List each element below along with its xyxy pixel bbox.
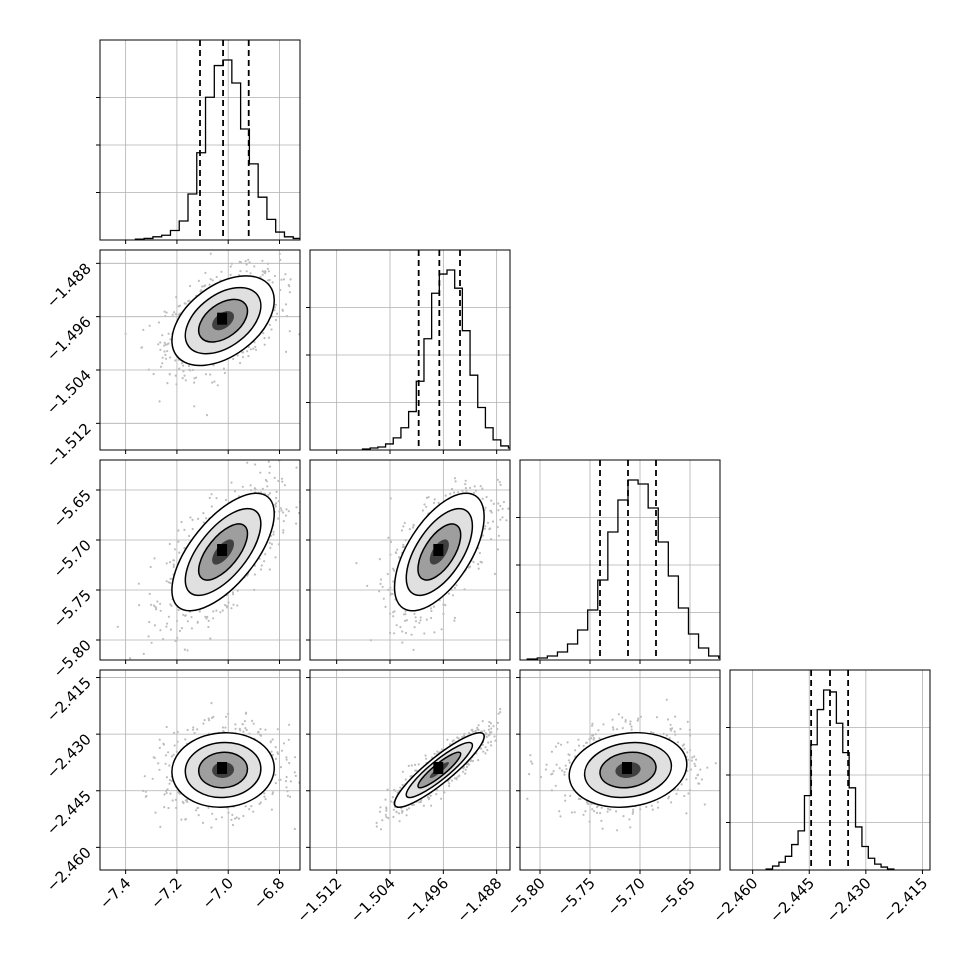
panel-frame <box>99 669 301 871</box>
y-tick-label: −5.70 <box>50 536 95 581</box>
x-tick-label: −7.0 <box>199 874 237 912</box>
y-tick-label: −1.496 <box>43 313 95 365</box>
panel-2-2 <box>516 459 721 664</box>
panel-frame <box>99 459 301 661</box>
x-tick-label: −1.512 <box>294 874 346 926</box>
density-peak <box>217 544 228 556</box>
panel-content <box>100 670 300 870</box>
density-peak <box>217 312 228 325</box>
x-tick-label: −6.8 <box>250 874 288 912</box>
y-tick-label: −1.504 <box>43 366 95 418</box>
panel-3-0 <box>96 669 301 874</box>
y-tick-label: −2.415 <box>43 674 95 726</box>
panel-0-0 <box>96 39 301 244</box>
panel-content <box>100 40 300 240</box>
panel-content <box>310 250 510 450</box>
panel-content <box>100 250 300 450</box>
x-tick-label: −2.430 <box>823 874 875 926</box>
density-peak <box>622 762 632 774</box>
x-tick-label: −5.75 <box>554 874 599 919</box>
y-tick-label: −5.75 <box>50 586 95 631</box>
x-tick-label: −1.496 <box>400 874 452 926</box>
density-peak <box>433 544 444 556</box>
y-tick-label: −1.488 <box>43 259 95 311</box>
y-tick-label: −5.65 <box>50 486 95 531</box>
panel-frame <box>729 669 931 871</box>
x-tick-label: −5.70 <box>604 874 649 919</box>
panel-frame <box>309 459 511 661</box>
density-peak <box>217 762 228 774</box>
panel-content <box>310 670 510 870</box>
panel-content <box>730 670 930 870</box>
x-tick-label: −1.504 <box>347 874 399 926</box>
panel-3-2 <box>516 669 721 874</box>
panel-frame <box>309 249 511 451</box>
panel-frame <box>99 39 301 241</box>
panel-frame <box>519 459 721 661</box>
y-tick-label: −1.512 <box>43 419 95 471</box>
density-peak <box>433 762 444 774</box>
y-tick-label: −2.460 <box>43 843 95 895</box>
y-tick-label: −2.445 <box>43 787 95 839</box>
panel-content <box>520 460 720 660</box>
x-tick-label: −2.460 <box>709 874 761 926</box>
panel-content <box>520 670 720 870</box>
panel-3-3 <box>726 669 931 874</box>
x-tick-label: −2.445 <box>766 874 818 926</box>
x-tick-label: −7.2 <box>147 874 185 912</box>
panel-content <box>310 460 510 660</box>
x-tick-label: −7.4 <box>96 874 134 912</box>
panel-2-0 <box>96 459 301 664</box>
panel-content <box>100 460 300 660</box>
x-tick-label: −1.488 <box>454 874 506 926</box>
y-tick-label: −5.80 <box>50 636 95 681</box>
panel-frame <box>99 249 301 451</box>
x-tick-label: −2.415 <box>879 874 931 926</box>
y-tick-label: −2.430 <box>43 730 95 782</box>
panel-frame <box>309 669 511 871</box>
x-tick-label: −5.80 <box>504 874 549 919</box>
x-tick-label: −5.65 <box>654 874 699 919</box>
panel-3-1 <box>306 669 511 874</box>
panel-frame <box>519 669 721 871</box>
panel-2-1 <box>306 459 511 664</box>
panel-1-1 <box>306 249 511 454</box>
panel-1-0 <box>96 249 301 454</box>
